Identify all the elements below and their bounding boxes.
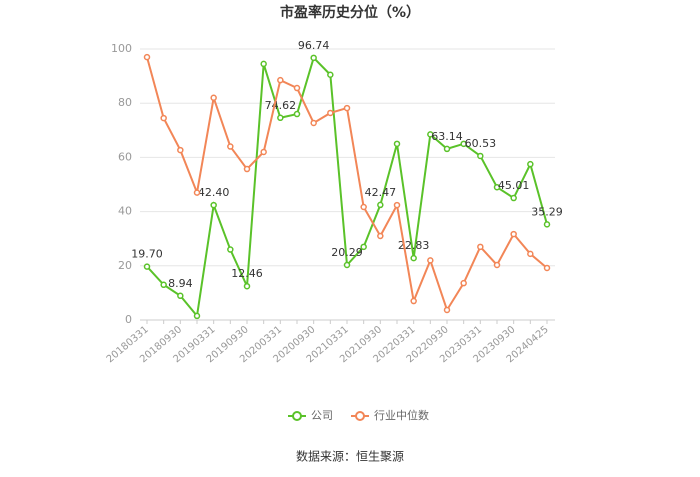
data-label: 19.70 (131, 248, 163, 261)
legend-marker (355, 411, 365, 421)
data-label: 12.46 (231, 267, 263, 280)
point (393, 140, 401, 148)
point (410, 297, 417, 305)
point (427, 257, 434, 264)
point (543, 221, 551, 228)
point (160, 114, 167, 122)
data-label: 45.01 (498, 179, 530, 192)
point (243, 282, 251, 290)
point (377, 232, 384, 240)
point (327, 109, 334, 117)
data-label: 42.47 (365, 186, 397, 199)
point (193, 189, 201, 196)
point (427, 131, 434, 138)
y-tick-label: 20 (118, 259, 132, 272)
point (493, 183, 501, 191)
point (177, 292, 184, 300)
point (493, 261, 501, 269)
point (543, 264, 551, 272)
point (343, 104, 351, 112)
point (393, 201, 401, 209)
point (460, 279, 467, 287)
data-label: 20.29 (331, 246, 363, 259)
point (277, 114, 284, 122)
point (343, 261, 351, 269)
point (443, 306, 451, 314)
y-tick-label: 40 (118, 205, 132, 218)
data-label: 74.62 (265, 99, 297, 112)
data-label: 35.29 (531, 205, 563, 218)
data-label: 63.14 (431, 130, 463, 143)
point (527, 160, 534, 168)
point (227, 246, 234, 253)
data-label: 42.40 (198, 186, 230, 199)
point (210, 201, 217, 209)
point (477, 152, 484, 160)
point (510, 230, 517, 238)
point (210, 94, 217, 102)
series-line (146, 56, 548, 313)
point (360, 203, 367, 211)
point (160, 281, 167, 289)
data-label: 22.83 (398, 239, 430, 252)
point (227, 143, 234, 150)
point (310, 54, 317, 62)
point (293, 84, 301, 92)
point (143, 263, 151, 270)
point (443, 145, 451, 153)
point (327, 71, 334, 78)
point (260, 60, 267, 68)
data-label: 8.94 (168, 277, 193, 290)
point (243, 165, 251, 173)
point (260, 148, 267, 156)
legend-marker (292, 411, 302, 421)
point (527, 250, 534, 258)
legend-label: 公司 (311, 409, 333, 422)
point (277, 76, 284, 84)
point (477, 243, 484, 251)
legend-label: 行业中位数 (374, 408, 429, 422)
data-label: 60.53 (465, 137, 497, 150)
data-label: 96.74 (298, 39, 330, 52)
point (177, 146, 184, 154)
y-tick-label: 0 (125, 313, 132, 326)
point (460, 140, 467, 148)
point (293, 110, 301, 118)
point (410, 254, 417, 262)
point (360, 243, 367, 251)
y-tick-label: 80 (118, 96, 132, 109)
chart-title: 市盈率历史分位（%） (280, 4, 420, 21)
y-tick-label: 60 (118, 150, 132, 163)
source: 数据来源：恒生聚源 (296, 449, 404, 464)
point (510, 194, 517, 202)
point (310, 119, 317, 127)
point (193, 312, 201, 320)
y-tick-label: 100 (111, 42, 132, 55)
point (377, 201, 384, 209)
point (143, 53, 151, 61)
